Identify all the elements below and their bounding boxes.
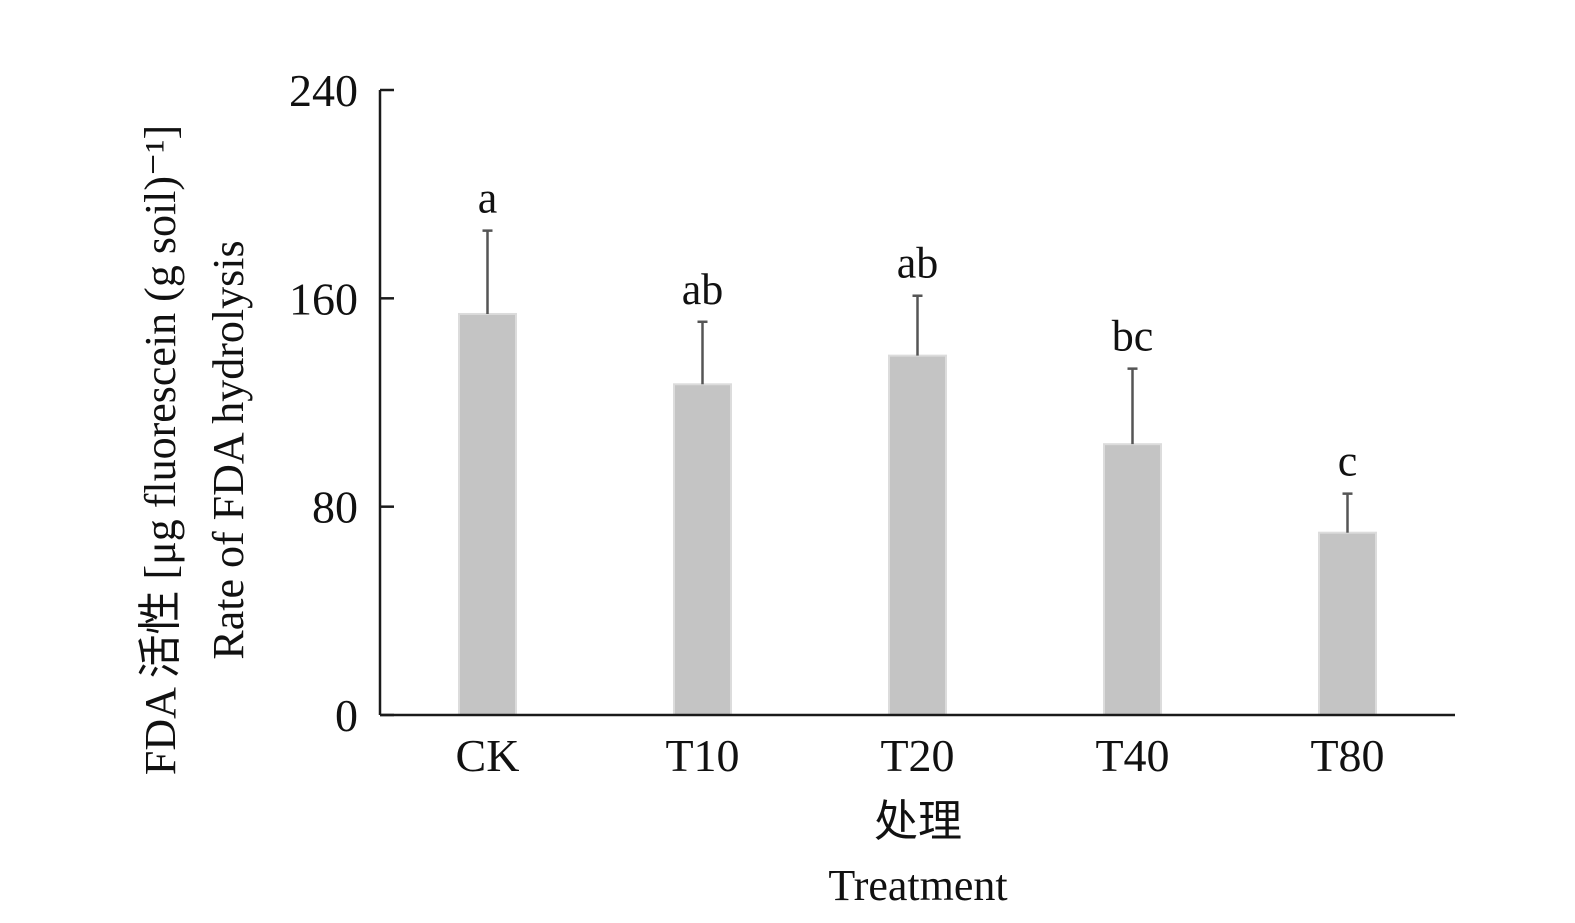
x-axis-title-line-1: 处理: [874, 797, 962, 846]
bar-t40: [1103, 443, 1162, 716]
bar-t10: [673, 383, 732, 716]
significance-label-t40: bc: [1112, 312, 1154, 361]
significance-label-t20: ab: [897, 239, 939, 288]
x-axis-title-line-2: Treatment: [828, 861, 1007, 910]
significance-labels: a ab ab bc c: [478, 174, 1358, 486]
x-tick-label-t40: T40: [1095, 730, 1169, 781]
y-tick-label: 240: [289, 65, 358, 116]
x-tick-label-t80: T80: [1310, 730, 1384, 781]
y-tick-label: 0: [335, 690, 358, 741]
significance-label-ck: a: [478, 174, 498, 223]
y-axis-title: FDA 活性 [μg fluorescein (g soil)⁻¹] Rate …: [136, 125, 253, 775]
bar-t20: [888, 354, 947, 716]
significance-label-t80: c: [1338, 437, 1358, 486]
y-axis-title-line-1: FDA 活性 [μg fluorescein (g soil)⁻¹]: [136, 125, 185, 775]
y-axis-ticks: 0 80 160 240: [289, 65, 394, 741]
category-labels: CK T10 T20 T40 T80: [456, 730, 1385, 781]
bar-ck: [458, 312, 517, 716]
y-tick-label: 80: [312, 482, 358, 533]
bar-t80: [1318, 531, 1377, 716]
x-tick-label-t10: T10: [665, 730, 739, 781]
y-axis-title-line-2: Rate of FDA hydrolysis: [204, 240, 253, 659]
x-tick-label-ck: CK: [456, 730, 520, 781]
x-tick-label-t20: T20: [880, 730, 954, 781]
error-bars: [482, 229, 1353, 533]
y-tick-label: 160: [289, 273, 358, 324]
significance-label-t10: ab: [682, 265, 724, 314]
bar-series: [458, 312, 1377, 716]
